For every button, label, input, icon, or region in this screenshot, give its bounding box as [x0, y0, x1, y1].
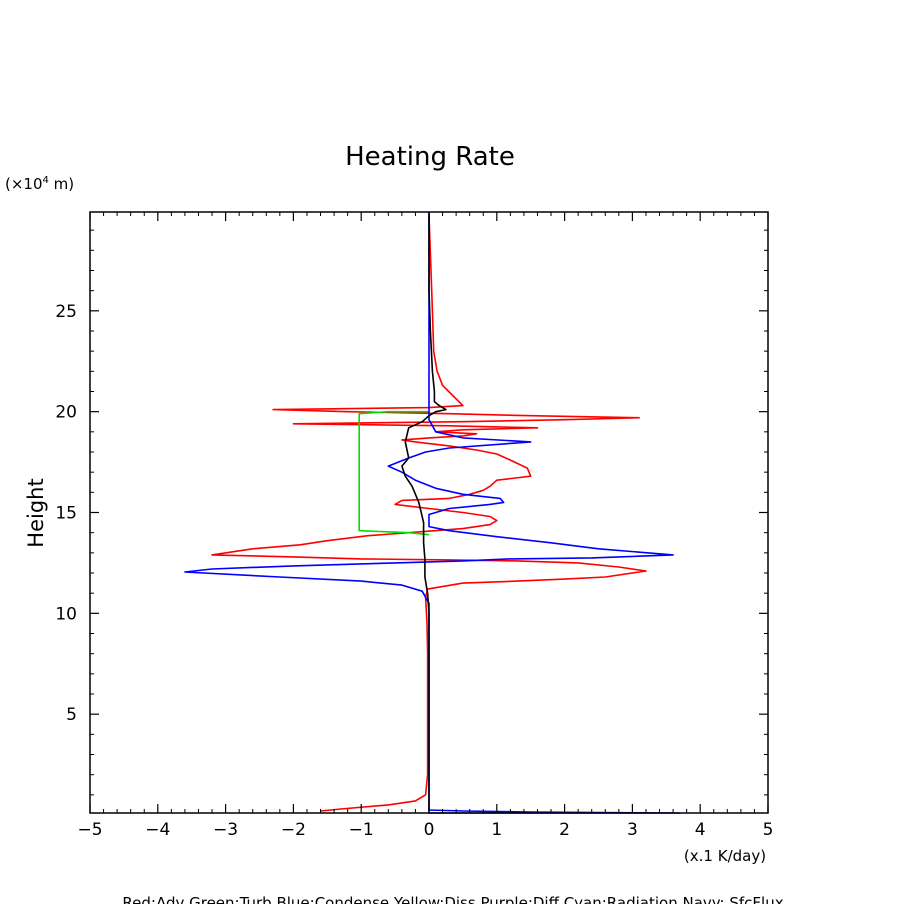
x-tick-label: −4 [145, 820, 170, 840]
x-tick-label: −1 [349, 820, 374, 840]
legend-footer: Red:Adv Green:Turb Blue:Condense Yellow:… [122, 894, 783, 904]
x-tick-label: 4 [695, 820, 706, 840]
x-tick-label: −2 [281, 820, 306, 840]
x-tick-label: 5 [763, 820, 774, 840]
y-unit-exponent: 4 [43, 175, 49, 186]
series-line-adv [211, 215, 647, 812]
plot-frame [89, 211, 769, 814]
x-unit-label: (x.1 K/day) [684, 847, 766, 865]
x-tick-label: 1 [491, 820, 502, 840]
chart-title: Heating Rate [345, 142, 515, 172]
y-tick-label: 10 [55, 604, 77, 624]
x-tick-label: 2 [559, 820, 570, 840]
y-unit-suffix: m) [49, 175, 74, 193]
series-line-turb [358, 410, 430, 536]
y-axis-label: Height [24, 478, 48, 547]
y-unit-label: (×104 m) [5, 175, 74, 193]
y-unit-prefix: (×10 [5, 175, 43, 193]
y-tick-label: 15 [55, 504, 77, 524]
x-tick-label: 0 [424, 820, 435, 840]
y-tick-label: 5 [66, 705, 77, 725]
x-tick-label: −5 [77, 820, 102, 840]
series-layer [184, 212, 681, 814]
y-tick-label: 25 [55, 302, 77, 322]
axis-ticks: −5 −4 −3 −2 −1 0 1 2 3 4 5 5 10 15 20 25 [55, 212, 773, 840]
x-tick-label: −3 [213, 820, 238, 840]
y-tick-label: 20 [55, 403, 77, 423]
x-tick-label: 3 [627, 820, 638, 840]
series-line-black [401, 212, 447, 811]
